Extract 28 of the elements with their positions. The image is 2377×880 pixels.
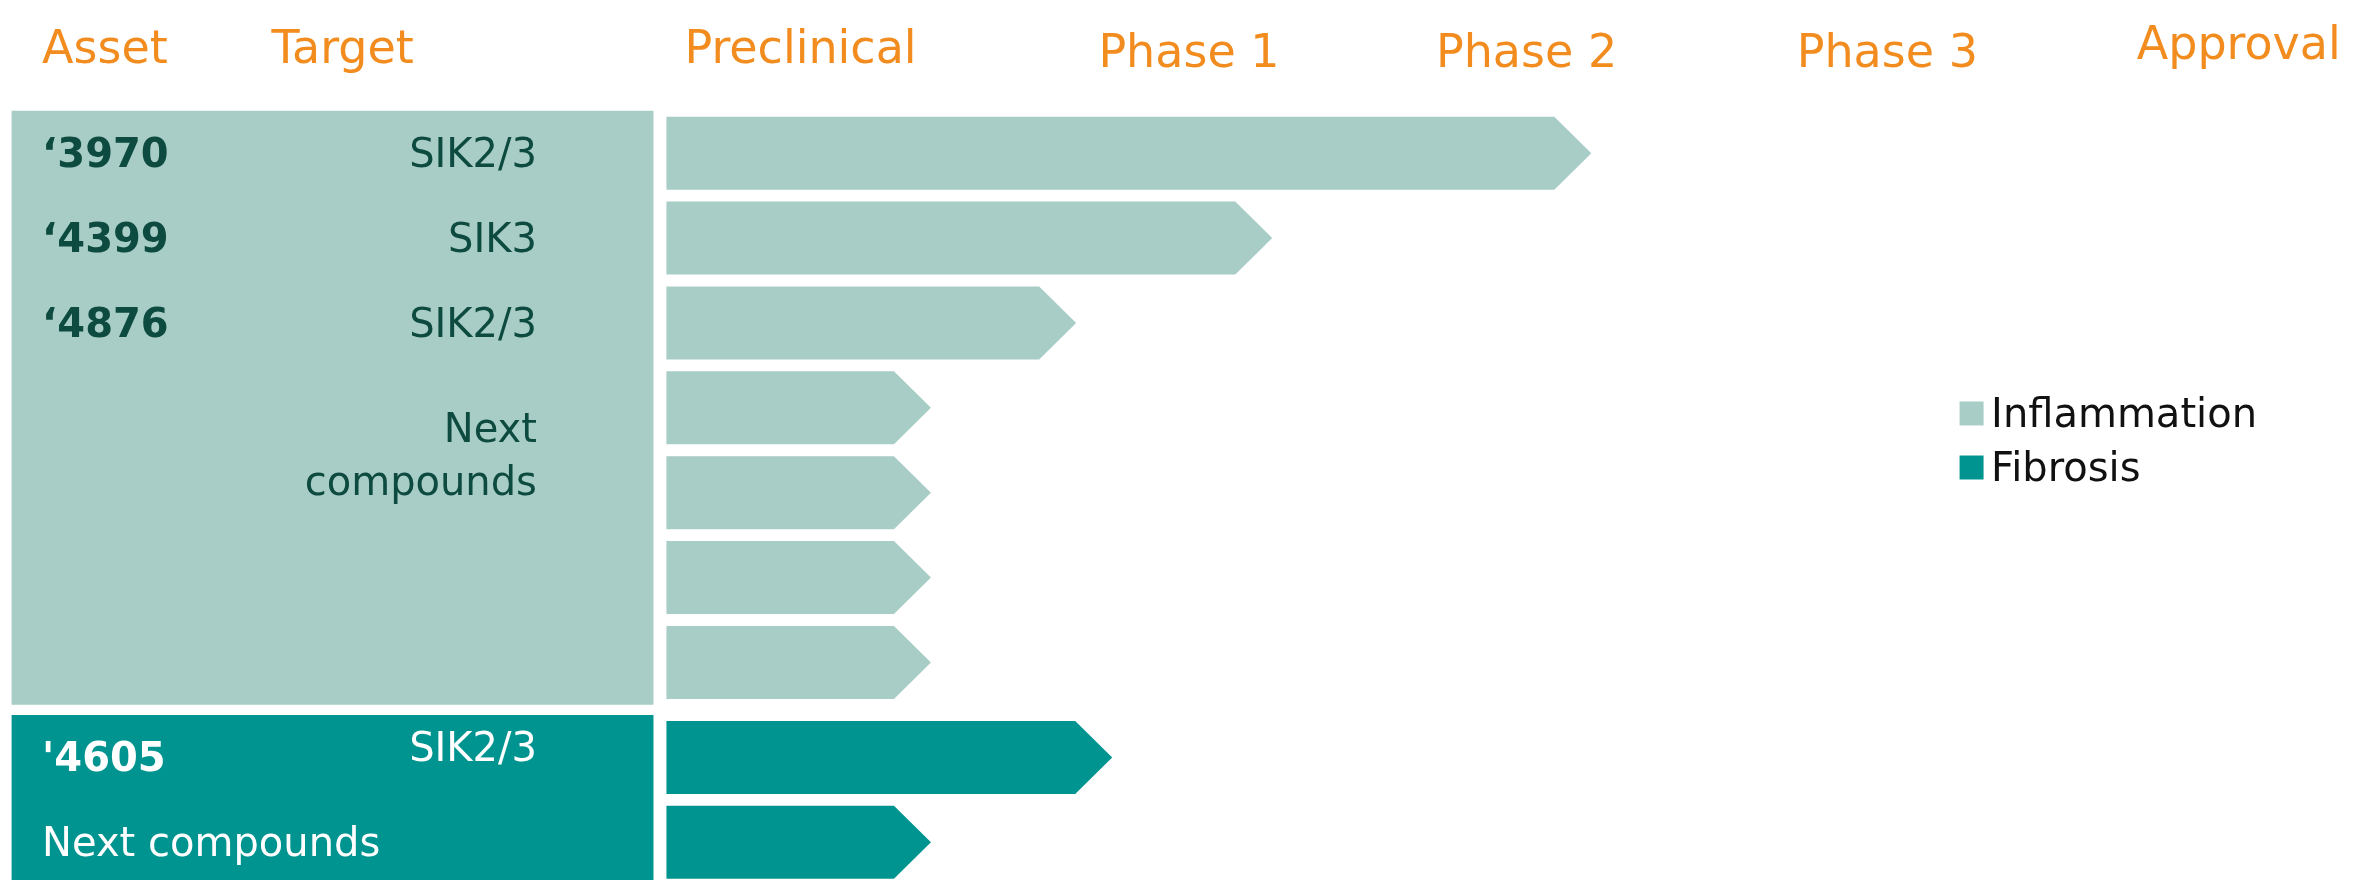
bar: [666, 720, 1113, 794]
legend-label: Fibrosis: [1991, 443, 2141, 492]
y-tick-label: Next compounds: [42, 819, 381, 866]
text: Phase 3: [1796, 24, 1978, 79]
y-tick-label: ‘4876: [42, 299, 169, 346]
text: SIK2/3: [409, 724, 537, 771]
text: Phase 2: [1435, 24, 1618, 79]
text: Target: [270, 20, 414, 75]
legend-label: Inflammation: [1991, 389, 2257, 438]
text: Approval: [2136, 15, 2341, 70]
text: Next compounds: [304, 405, 537, 504]
bar: [666, 456, 931, 530]
bar: [666, 286, 1077, 360]
text: SIK2/3: [409, 130, 537, 177]
text: Preclinical: [684, 20, 917, 75]
text: SIK2/3: [409, 299, 537, 346]
y-tick-label: ‘4399: [42, 215, 169, 262]
y-tick-label: '4605: [42, 734, 166, 781]
bar: [666, 116, 1592, 190]
bar: [666, 371, 931, 445]
text: SIK3: [448, 215, 537, 262]
bar: [666, 201, 1273, 275]
text: Phase 1: [1098, 24, 1280, 79]
bar: [666, 805, 931, 879]
y-tick-label: ‘3970: [42, 130, 169, 177]
text: Asset: [42, 20, 168, 75]
bar: [666, 625, 931, 699]
bar: [666, 541, 931, 615]
